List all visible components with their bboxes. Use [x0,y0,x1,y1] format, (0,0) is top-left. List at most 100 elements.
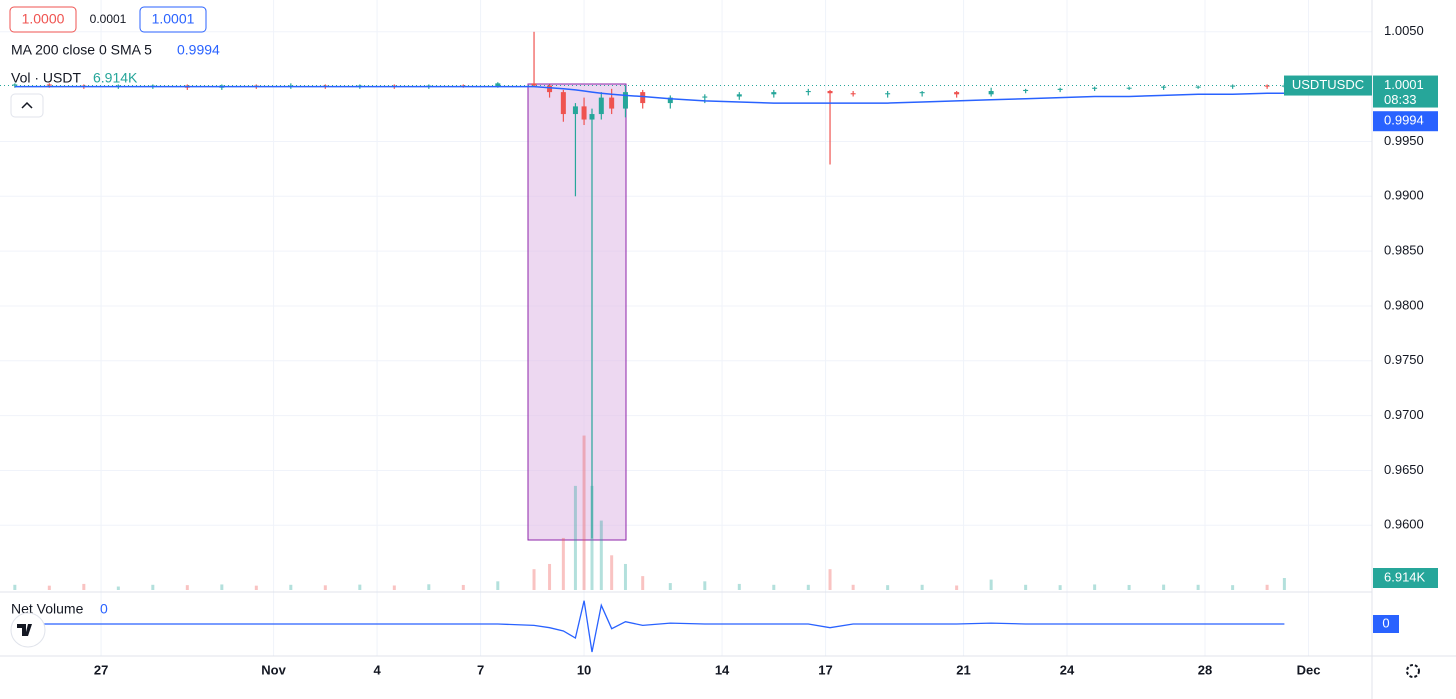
candle-body [581,106,587,120]
spread: 0.0001 [90,12,127,26]
volume-bar [886,585,890,590]
volume-bar [737,583,741,590]
ma-badge-label: 0.9994 [1384,113,1424,128]
candle-body [988,91,994,95]
candle-body [622,92,628,109]
candle-body [1057,88,1063,90]
y-tick-label: 0.9650 [1384,462,1424,477]
volume-bar [1196,584,1200,590]
candle-body [495,83,501,87]
volume-bar [703,581,707,590]
candle-body [827,91,833,94]
candle-body [1195,86,1201,88]
volume-bar [116,586,120,590]
volume-bar [641,576,645,590]
volume-bar [828,569,832,590]
y-tick-label: 0.9800 [1384,297,1424,312]
x-tick-label: 4 [373,662,381,677]
volume-bar [548,563,552,590]
x-tick-label: 10 [577,662,591,677]
logo-mark [17,624,32,636]
net-volume-value: 0 [100,601,108,617]
net-volume-badge [1373,615,1399,633]
volume-bar [851,584,855,590]
candle-body [640,92,646,104]
y-tick-label: 0.9750 [1384,352,1424,367]
volume-bar [806,584,810,590]
highlight-rectangle[interactable] [527,83,627,541]
volume-bar [561,537,565,590]
candle-body [1023,89,1029,92]
collapse-button[interactable] [10,93,44,118]
y-tick-label: 0.9950 [1384,133,1424,148]
y-tick-label: 0.9700 [1384,407,1424,422]
candle-body [572,106,578,115]
price-badge-label: 1.0001 [1384,77,1424,92]
volume-bar [1162,584,1166,590]
volume-bar [668,583,672,590]
volume-bar [1093,584,1097,590]
candle-body [609,97,615,109]
candle-body [12,84,18,86]
volume-bar [392,585,396,590]
y-tick-label: 1.0050 [1384,23,1424,38]
volume-bar [582,435,586,590]
volume-bar [1058,585,1062,590]
volume-bar [13,584,17,590]
bid-box[interactable] [9,6,77,33]
volume-bar [989,579,993,590]
candle-body [560,92,566,115]
volume-bar [323,585,327,590]
volume-bar [573,485,577,590]
candle-body [1264,85,1270,87]
volume-bar [1127,584,1131,590]
symbol-badge [1284,75,1372,96]
volume-bar [185,585,189,590]
volume-bar [461,584,465,590]
settings-icon[interactable] [1406,664,1420,678]
symbol-label: USDTUSDC [1292,77,1364,92]
ask-box[interactable] [139,6,207,33]
x-tick-label: 27 [94,662,108,677]
candle-body [46,84,52,86]
volume-bar [610,555,614,590]
volume-bar [772,584,776,590]
candle-body [547,85,553,93]
volume-bar [623,563,627,590]
volume-bar [955,585,959,590]
candle-body [736,94,742,97]
net-volume-line [14,600,1285,653]
candle-body [598,97,604,115]
candle-body [805,91,811,93]
x-tick-label: Nov [261,662,286,677]
ma-value: 0.9994 [177,42,220,58]
volume-bar [1024,584,1028,590]
ask: 1.0001 [152,11,195,27]
volume-bar [289,584,293,590]
x-tick-label: 24 [1060,662,1075,677]
net-volume-badge-label: 0 [1382,615,1389,630]
y-tick-label: 0.9850 [1384,243,1424,258]
x-tick-label: 21 [956,662,970,677]
volume-bar [1231,585,1235,590]
bid: 1.0000 [22,11,65,27]
volume-bar [599,520,603,590]
candle-body [667,97,673,104]
ma-label: MA 200 close 0 SMA 5 [11,42,152,58]
x-tick-label: 14 [715,662,730,677]
x-tick-label: 28 [1198,662,1212,677]
volume-bar [220,584,224,590]
volume-bar [427,584,431,590]
volume-bar [47,585,51,590]
candle-body [1161,86,1167,88]
y-tick-label: 0.9600 [1384,517,1424,532]
volume-bar [358,584,362,590]
vol-value: 6.914K [93,70,138,86]
price-badge [1373,75,1438,108]
ma-line [14,85,1285,104]
ma-badge [1373,111,1438,132]
volume-bar [1265,584,1269,590]
candle-body [771,92,777,95]
candle-body [702,96,708,98]
